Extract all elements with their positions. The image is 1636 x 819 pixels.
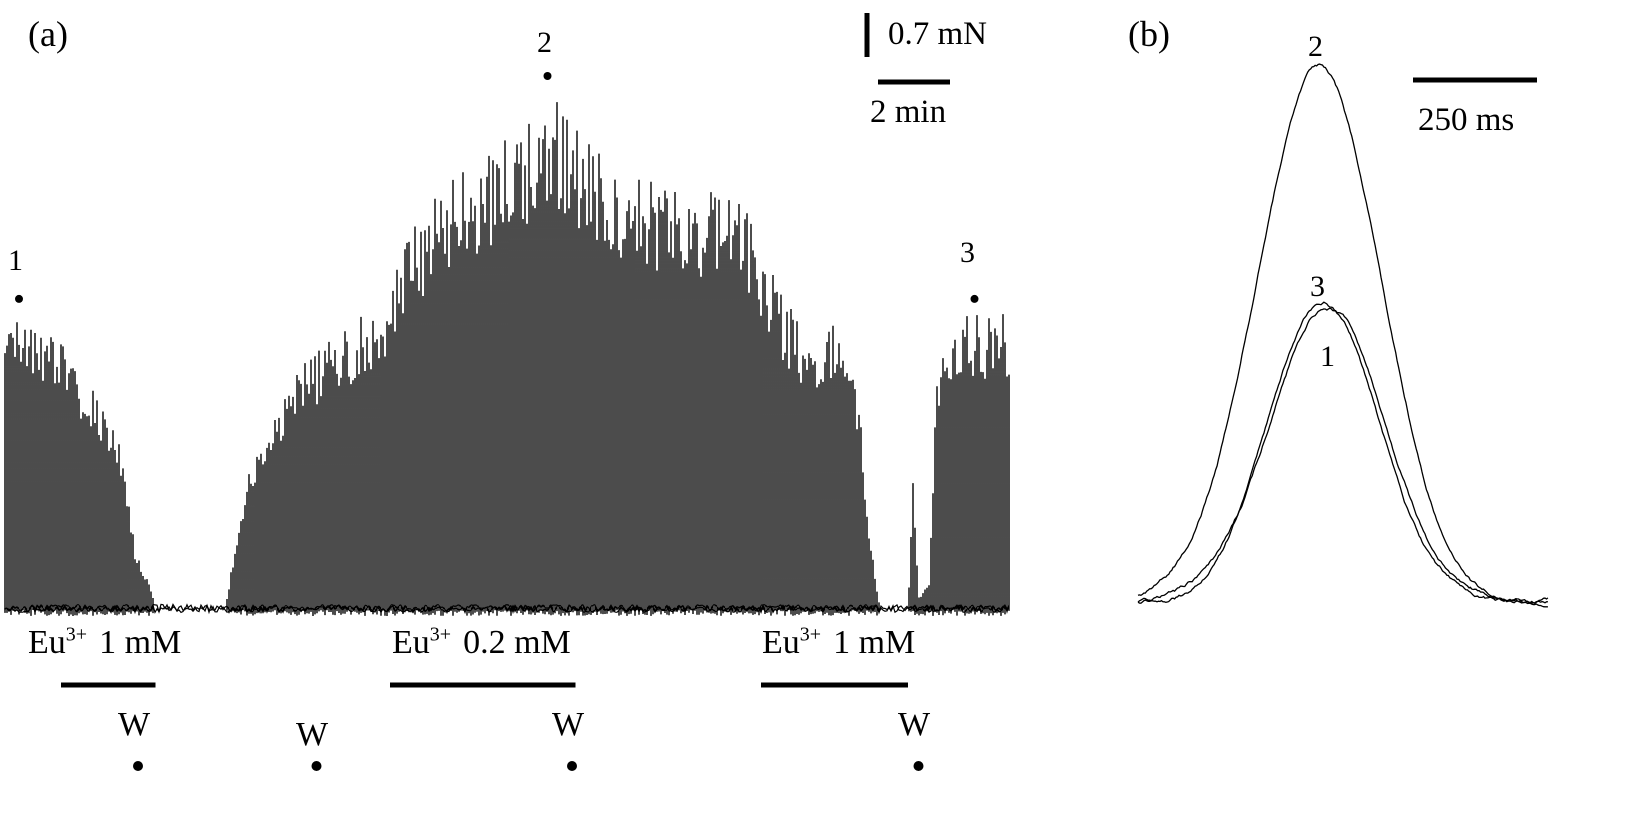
trace-point-label-1: 1	[8, 244, 23, 277]
application-label-3: Eu3+ 1 mM	[762, 623, 916, 661]
application-label-1: Eu3+ 1 mM	[28, 623, 182, 661]
panel-a-label: (a)	[28, 14, 68, 54]
concentration: 0.2 mM	[463, 624, 571, 661]
time-scale-label-a: 2 min	[870, 94, 947, 130]
generated-traces	[4, 63, 1549, 771]
time-scale-label-b: 250 ms	[1418, 102, 1515, 138]
chem-charge: 3+	[429, 623, 452, 646]
chem-symbol: Eu	[762, 624, 800, 661]
concentration: 1 mM	[833, 624, 916, 661]
static-scalebars	[864, 13, 1537, 85]
twitch-label-2: 2	[1308, 30, 1323, 63]
wash-label-2: W	[296, 716, 329, 753]
wash-label-3: W	[552, 706, 585, 743]
twitch-label-3: 3	[1310, 270, 1325, 303]
chem-charge: 3+	[65, 623, 88, 646]
wash-label-1: W	[118, 706, 151, 743]
trace-point-label-2: 2	[537, 26, 552, 59]
wash-label-4: W	[898, 706, 931, 743]
chem-symbol: Eu	[392, 624, 430, 661]
chem-charge: 3+	[799, 623, 822, 646]
trace-point-label-3: 3	[960, 236, 975, 269]
concentration: 1 mM	[99, 624, 182, 661]
force-scale-label: 0.7 mN	[888, 16, 987, 52]
twitch-label-1: 1	[1320, 340, 1335, 373]
chem-symbol: Eu	[28, 624, 66, 661]
application-label-2: Eu3+ 0.2 mM	[392, 623, 571, 661]
panel-b-label: (b)	[1128, 14, 1170, 54]
